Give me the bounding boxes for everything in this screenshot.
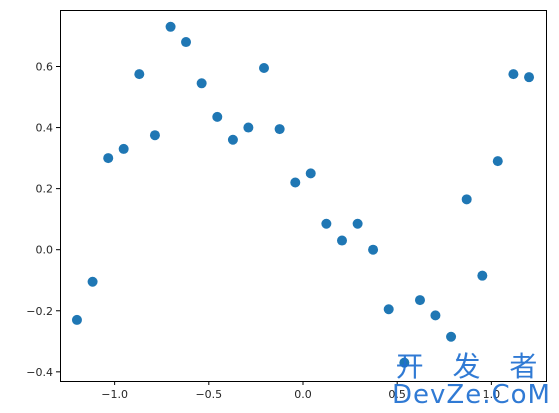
scatter-point [461, 194, 472, 205]
scatter-point [165, 21, 176, 32]
y-tick-label: 0.2 [36, 183, 54, 196]
scatter-point [524, 72, 535, 83]
axis-ticks: −1.0 −0.5 0.0 0.5 1.0 −0.4 −0.2 0.0 0.2 0.4 0.6 [26, 60, 500, 401]
scatter-point [196, 78, 207, 89]
scatter-point [87, 276, 98, 287]
scatter-point [368, 244, 379, 255]
y-tick-label: −0.2 [26, 305, 53, 318]
x-tick-label: 0.0 [294, 388, 312, 401]
x-tick-label: 0.5 [388, 388, 406, 401]
scatter-point [399, 357, 410, 368]
y-tick-label: −0.4 [26, 366, 53, 379]
scatter-point [352, 218, 363, 229]
watermark-logo: 开 发 者 DevZe.CoM [392, 352, 551, 409]
x-tick-label: −1.0 [101, 388, 128, 401]
scatter-point [305, 168, 316, 179]
scatter-point [508, 69, 519, 80]
scatter-point [259, 63, 270, 74]
scatter-point [290, 177, 301, 188]
axes-frame [60, 10, 547, 382]
scatter-point [181, 37, 192, 48]
scatter-point [243, 122, 254, 133]
scatter-point [212, 111, 223, 122]
x-tick-label: −0.5 [195, 388, 222, 401]
scatter-point [477, 270, 488, 281]
scatter-point [446, 331, 457, 342]
y-tick-label: 0.6 [36, 60, 54, 73]
scatter-point [430, 310, 441, 321]
x-tick-label: 1.0 [483, 388, 501, 401]
scatter-point [71, 314, 82, 325]
scatter-point [336, 235, 347, 246]
scatter-point [118, 143, 129, 154]
scatter-point [134, 69, 145, 80]
y-tick-label: 0.4 [36, 122, 54, 135]
scatter-point [103, 153, 114, 164]
scatter-point [321, 218, 332, 229]
scatter-points [71, 21, 535, 368]
scatter-point [492, 156, 503, 167]
y-tick-label: 0.0 [36, 244, 54, 257]
watermark-line-1: 开 发 者 [395, 350, 548, 384]
scatter-point [383, 304, 394, 315]
watermark-line-2: DevZe.CoM [392, 379, 551, 410]
scatter-point [227, 134, 238, 145]
scatter-point [274, 124, 285, 135]
scatter-point [149, 130, 160, 141]
scatter-point [414, 295, 425, 306]
